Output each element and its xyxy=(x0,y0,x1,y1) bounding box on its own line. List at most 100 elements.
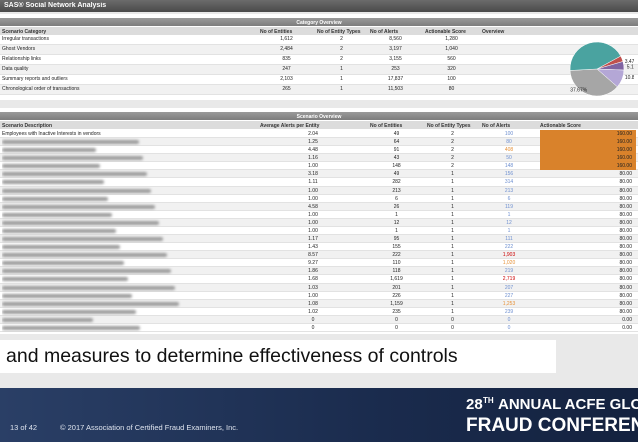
column-header: Scenario Category xyxy=(2,29,47,35)
blurred-description xyxy=(2,235,256,243)
pie-label: 3.47% xyxy=(625,59,634,65)
table-cell: 80.00 xyxy=(619,252,632,259)
table-cell: 2 xyxy=(340,46,343,52)
table-cell: 1.17 xyxy=(308,236,318,243)
table-cell: 156 xyxy=(504,171,514,178)
redacted-text xyxy=(2,164,100,169)
table-cell: 49 xyxy=(393,131,400,137)
table-cell: 50 xyxy=(506,155,512,162)
table-cell: 80 xyxy=(506,139,512,146)
header-row xyxy=(0,27,638,35)
table-cell: 8,560 xyxy=(389,36,402,42)
table-cell: 1.00 xyxy=(308,187,318,194)
table-cell: 1,612 xyxy=(280,36,293,42)
table-cell: 0.00 xyxy=(622,316,632,323)
table-cell: 1,159 xyxy=(390,300,403,307)
table-row xyxy=(0,259,638,268)
table-cell: 1 xyxy=(451,203,454,210)
table-cell: 314 xyxy=(504,179,514,186)
table-cell: 408 xyxy=(504,147,514,154)
table-cell: 2,719 xyxy=(502,276,516,283)
table-cell: 0.00 xyxy=(622,324,632,331)
pie-label: 10.81% xyxy=(625,75,634,81)
blurred-description xyxy=(2,284,256,292)
table-cell: 160.00 xyxy=(540,146,636,155)
table-row xyxy=(0,130,638,139)
blurred-description xyxy=(2,227,256,235)
table-cell: 253 xyxy=(391,66,400,72)
table-cell: 11,503 xyxy=(388,86,403,92)
table-cell: 80.00 xyxy=(619,195,632,202)
table-cell: 80.00 xyxy=(619,227,632,234)
table-row xyxy=(0,267,638,276)
table-cell: Chronological order of transactions xyxy=(2,86,80,92)
blurred-description xyxy=(2,308,256,316)
table-cell: 2 xyxy=(340,56,343,62)
table-cell: 111 xyxy=(505,236,513,243)
table-row xyxy=(0,226,638,236)
redacted-text xyxy=(2,261,124,266)
table-cell: 1 xyxy=(451,211,454,218)
blurred-description xyxy=(2,138,256,146)
redacted-text xyxy=(2,196,108,201)
copyright: © 2017 Association of Certified Fraud Ex… xyxy=(60,423,239,432)
table-cell: 80.00 xyxy=(619,179,632,186)
table-cell: 80.00 xyxy=(619,244,632,251)
table-row xyxy=(0,299,638,308)
table-cell: 1.00 xyxy=(308,227,318,234)
table-row xyxy=(0,55,638,65)
table-cell: 2 xyxy=(340,36,343,42)
caption: and measures to determine effectiveness … xyxy=(6,345,458,367)
caption-box: and measures to determine effectiveness … xyxy=(0,340,556,373)
table-cell: 1.00 xyxy=(308,195,318,202)
table-cell: 0 xyxy=(507,316,511,323)
table-cell: 1.86 xyxy=(308,268,318,275)
table-cell: 1 xyxy=(451,276,454,283)
redacted-text xyxy=(2,156,143,161)
table-cell: 160.00 xyxy=(540,130,636,139)
table-cell: 0 xyxy=(311,324,315,331)
table-cell: 207 xyxy=(504,284,514,291)
table-cell: 95 xyxy=(393,236,400,243)
table-cell: 118 xyxy=(392,268,401,275)
table-cell: 26 xyxy=(393,203,400,210)
column-header: No of Alerts xyxy=(370,29,399,35)
redacted-text xyxy=(2,237,163,242)
table-cell: 1 xyxy=(340,86,343,92)
column-header: Actionable Score xyxy=(425,29,466,35)
pie-slice xyxy=(569,41,622,71)
redacted-text xyxy=(2,285,175,290)
table-cell: 239 xyxy=(504,308,514,315)
table-cell: 1 xyxy=(451,292,454,299)
table-cell: 2 xyxy=(451,163,454,170)
table-cell: 2.04 xyxy=(308,131,318,137)
table-cell: 219 xyxy=(504,268,514,275)
table-cell: 80.00 xyxy=(619,260,632,267)
column-header: Actionable Score xyxy=(540,123,581,129)
table-cell: 160.00 xyxy=(540,162,636,171)
table-cell: 2,103 xyxy=(280,76,293,82)
footer: 13 of 42 © 2017 Association of Certified… xyxy=(0,388,638,442)
table-cell: 1 xyxy=(451,195,454,202)
table-cell: 80.00 xyxy=(619,284,632,291)
pie-slice xyxy=(569,68,618,97)
column-header: Overview xyxy=(482,29,505,35)
table-cell: 222 xyxy=(504,244,514,251)
table-row xyxy=(0,138,638,147)
table-cell: 119 xyxy=(505,203,513,210)
table-cell: 0 xyxy=(395,324,398,331)
table-cell: 80.00 xyxy=(619,268,632,275)
table-cell: 1 xyxy=(451,219,454,226)
blurred-description xyxy=(2,187,256,195)
table-row xyxy=(0,194,638,203)
table-row xyxy=(0,291,638,300)
redacted-text xyxy=(2,253,167,258)
blurred-description xyxy=(2,275,256,283)
table-cell: 1 xyxy=(451,268,454,275)
table-row xyxy=(0,170,638,179)
table-cell: 4.58 xyxy=(308,203,318,210)
table-cell: 80.00 xyxy=(619,187,632,194)
table-cell: 91 xyxy=(393,147,400,154)
table-cell: 1 xyxy=(451,244,454,251)
